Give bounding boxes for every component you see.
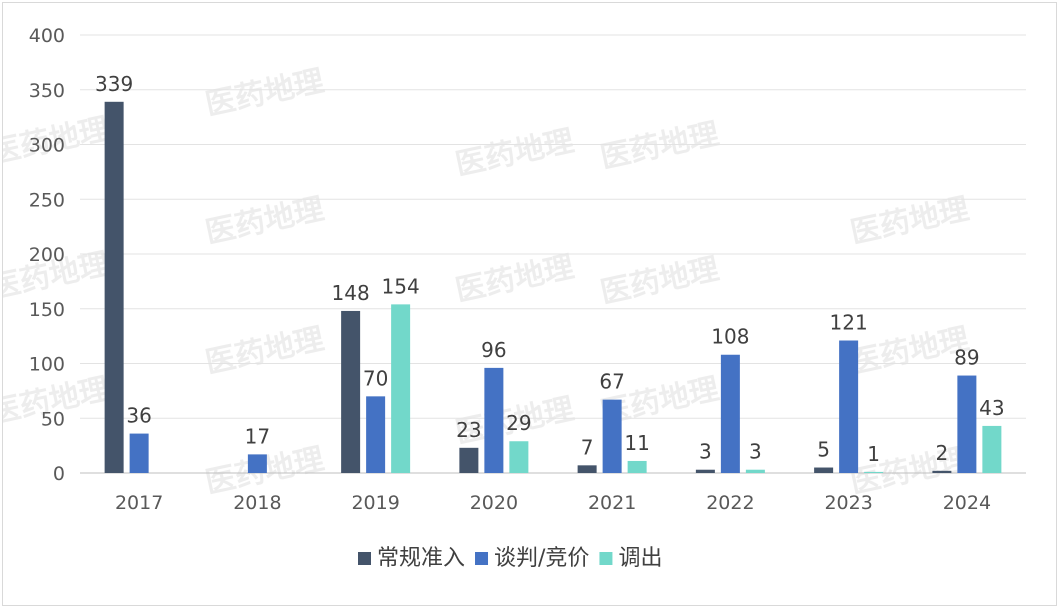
bar [720, 354, 740, 473]
data-label: 108 [711, 325, 749, 349]
x-axis-ticks: 2017 2018 2019 2020 2021 2022 2023 2024 [115, 492, 991, 514]
data-label: 121 [830, 311, 868, 335]
y-tick-label: 250 [29, 189, 65, 211]
x-tick-label: 2020 [470, 492, 518, 514]
watermark-text: 医药地理 [597, 117, 722, 176]
data-label: 5 [817, 438, 830, 462]
data-label: 2 [936, 441, 949, 465]
data-label: 17 [245, 424, 270, 448]
legend: 常规准入 谈判/竞价 调出 [358, 546, 662, 571]
bar [602, 399, 622, 473]
legend-swatch [475, 552, 489, 565]
bar [391, 304, 411, 473]
bar [459, 447, 479, 473]
bar [104, 101, 124, 474]
legend-label: 谈判/竞价 [494, 546, 589, 571]
legend-label: 调出 [618, 546, 662, 571]
y-tick-label: 150 [29, 299, 65, 321]
x-tick-label: 2017 [115, 492, 163, 514]
bar [839, 340, 859, 473]
bar [129, 433, 149, 473]
x-tick-label: 2023 [824, 492, 872, 514]
y-axis-ticks: 0 50 100 150 200 250 300 350 400 [29, 25, 65, 485]
data-label: 67 [599, 370, 624, 394]
x-tick-label: 2022 [706, 492, 754, 514]
bar [577, 465, 597, 473]
data-label: 3 [749, 440, 762, 464]
data-label: 3 [699, 440, 712, 464]
y-tick-label: 350 [29, 80, 65, 102]
y-tick-label: 0 [53, 463, 65, 485]
data-label: 339 [95, 72, 133, 96]
x-tick-label: 2021 [588, 492, 636, 514]
gridlines [80, 34, 1026, 474]
data-label: 23 [456, 418, 481, 442]
data-label: 96 [481, 338, 506, 362]
bar [366, 396, 386, 473]
x-tick-label: 2018 [233, 492, 281, 514]
data-label: 11 [624, 431, 649, 455]
data-label: 36 [126, 404, 151, 428]
data-label: 154 [382, 274, 420, 298]
bar [814, 467, 834, 473]
y-tick-label: 50 [41, 408, 65, 430]
bar [247, 454, 267, 473]
bar [484, 367, 504, 473]
y-tick-label: 100 [29, 354, 65, 376]
y-tick-label: 300 [29, 135, 65, 157]
bar [932, 470, 952, 473]
watermark-text: 医药地理 [597, 252, 722, 311]
data-label: 1 [867, 442, 880, 466]
bar [509, 441, 529, 473]
watermark-text: 医药地理 [452, 124, 577, 183]
bar [957, 375, 977, 473]
data-label: 148 [332, 281, 370, 305]
legend-label: 常规准入 [377, 546, 465, 571]
data-label: 7 [581, 435, 594, 459]
bar [627, 460, 647, 473]
watermark-text: 医药地理 [202, 64, 327, 123]
y-tick-label: 200 [29, 244, 65, 266]
bar [982, 425, 1002, 473]
bar [864, 471, 884, 473]
x-tick-label: 2024 [943, 492, 991, 514]
legend-swatch [599, 552, 613, 565]
data-label: 43 [979, 396, 1004, 420]
watermark-text: 医药地理 [202, 322, 327, 381]
watermark-text: 医药地理 [452, 250, 577, 309]
legend-swatch [358, 552, 371, 565]
bars-layer: 339 36 17 148 70 154 23 96 29 7 67 11 3 108 3 5 121 1 2 89 4… [95, 72, 1005, 474]
data-label: 70 [363, 366, 388, 390]
bar [745, 469, 765, 473]
y-tick-label: 400 [29, 25, 65, 47]
bar [341, 310, 361, 473]
data-label: 29 [506, 411, 531, 435]
data-label: 89 [954, 346, 979, 370]
watermark-text: 医药地理 [202, 192, 327, 251]
bar [695, 469, 715, 473]
watermark-text: 医药地理 [847, 192, 972, 251]
x-tick-label: 2019 [351, 492, 399, 514]
